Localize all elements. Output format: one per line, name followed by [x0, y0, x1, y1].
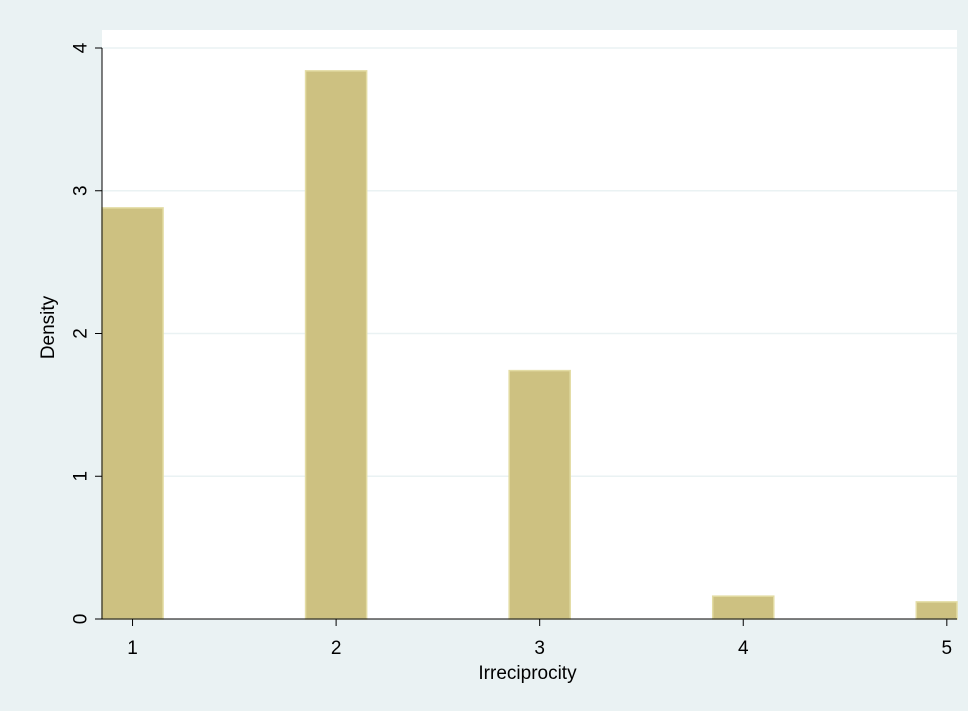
y-tick-label: 1	[71, 471, 92, 482]
bar	[101, 207, 164, 620]
x-tick-label: 2	[331, 638, 342, 659]
bar	[711, 595, 775, 620]
y-tick-label: 4	[71, 42, 92, 53]
y-tick-label: 3	[71, 185, 92, 196]
x-axis-ticks: 1 2 3 4 5	[127, 619, 952, 659]
x-tick-label: 1	[127, 638, 138, 659]
bar	[915, 601, 958, 620]
bar	[508, 369, 571, 620]
y-axis-ticks: 0 1 2 3 4	[71, 42, 102, 624]
y-tick-label: 2	[71, 328, 92, 339]
x-tick-label: 5	[942, 638, 953, 659]
x-axis-title: Irreciprocity	[478, 663, 577, 684]
x-tick-label: 4	[738, 638, 749, 659]
y-axis-title: Density	[38, 295, 59, 359]
bar	[304, 70, 368, 620]
y-tick-label: 0	[71, 614, 92, 625]
x-tick-label: 3	[534, 638, 545, 659]
